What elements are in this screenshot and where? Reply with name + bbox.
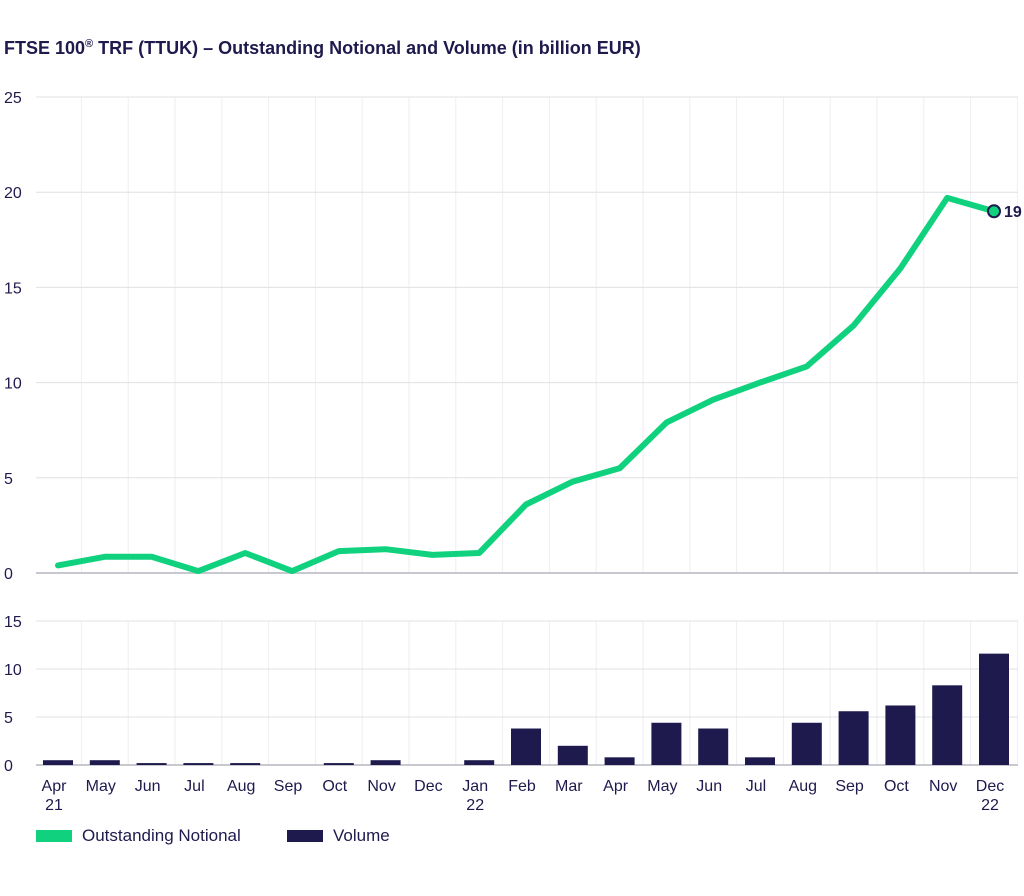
y-tick-label-line: 20 xyxy=(4,185,22,202)
legend-swatch-volume xyxy=(287,830,323,842)
volume-bar xyxy=(511,728,541,765)
volume-bar xyxy=(698,728,729,765)
chart-title-rest: TRF (TTUK) – Outstanding Notional and Vo… xyxy=(93,38,641,58)
x-tick-label: Aug xyxy=(789,778,817,795)
x-tick-label: Jul xyxy=(746,778,766,795)
volume-bar xyxy=(979,653,1009,765)
x-tick-label: Oct xyxy=(322,778,347,795)
registered-mark: ® xyxy=(85,38,94,50)
x-tick-label: Jun xyxy=(696,778,722,795)
legend-item-notional[interactable]: Outstanding Notional xyxy=(36,826,241,846)
x-tick-label: Jun xyxy=(135,778,161,795)
x-tick-label: Apr xyxy=(603,778,629,795)
volume-bar xyxy=(43,760,73,765)
volume-bar xyxy=(885,705,916,765)
volume-bar xyxy=(604,757,635,765)
notional-end-label: 19 xyxy=(1004,204,1022,221)
x-tick-label: Dec xyxy=(414,778,442,795)
x-tick-label: Sep xyxy=(274,778,303,795)
x-tick-label: May xyxy=(86,778,116,795)
notional-line xyxy=(55,194,997,575)
volume-bar xyxy=(557,745,588,765)
x-tick-label: Nov xyxy=(929,778,957,795)
volume-bar xyxy=(323,763,354,765)
y-tick-label-line: 5 xyxy=(4,471,13,488)
legend-label-notional: Outstanding Notional xyxy=(82,826,241,845)
legend-swatch-notional xyxy=(36,830,72,842)
legend-item-volume[interactable]: Volume xyxy=(287,826,390,846)
volume-bar xyxy=(651,722,682,765)
y-tick-label-line: 25 xyxy=(4,90,22,107)
notional-end-marker xyxy=(987,204,1001,219)
x-tick-label: Feb xyxy=(508,778,536,795)
y-tick-label-line: 10 xyxy=(4,376,22,393)
volume-bar xyxy=(370,760,401,765)
y-tick-label-bar: 0 xyxy=(4,758,13,775)
x-tick-label: May xyxy=(647,778,677,795)
legend-label-volume: Volume xyxy=(333,826,390,845)
chart-title: FTSE 100® TRF (TTUK) – Outstanding Notio… xyxy=(4,38,641,59)
chart-title-main: FTSE 100 xyxy=(4,38,86,58)
volume-bar xyxy=(932,685,963,765)
volume-bar xyxy=(89,760,120,765)
x-tick-label-year: 22 xyxy=(981,797,999,814)
x-tick-label: Sep xyxy=(835,778,864,795)
y-tick-label-line: 0 xyxy=(4,566,13,583)
x-tick-label: Jan xyxy=(462,778,488,795)
y-tick-label-bar: 5 xyxy=(4,710,13,727)
x-tick-label: Dec xyxy=(976,778,1004,795)
x-tick-label: Jul xyxy=(184,778,204,795)
x-tick-label: Oct xyxy=(884,778,909,795)
y-tick-label-bar: 10 xyxy=(4,662,22,679)
volume-bar xyxy=(136,763,167,765)
y-tick-label-line: 15 xyxy=(4,280,22,297)
volume-bar xyxy=(791,722,822,765)
y-tick-label-bar: 15 xyxy=(4,614,22,631)
volume-bar xyxy=(745,757,775,765)
x-tick-label: Mar xyxy=(555,778,583,795)
x-tick-label-year: 22 xyxy=(466,797,484,814)
volume-bar xyxy=(464,760,495,765)
x-tick-label: Nov xyxy=(367,778,395,795)
volume-bar xyxy=(230,763,261,765)
volume-bar xyxy=(838,711,869,765)
x-tick-label: Aug xyxy=(227,778,255,795)
x-tick-label-year: 21 xyxy=(45,797,63,814)
volume-bar xyxy=(183,763,214,765)
x-tick-label: Apr xyxy=(42,778,68,795)
